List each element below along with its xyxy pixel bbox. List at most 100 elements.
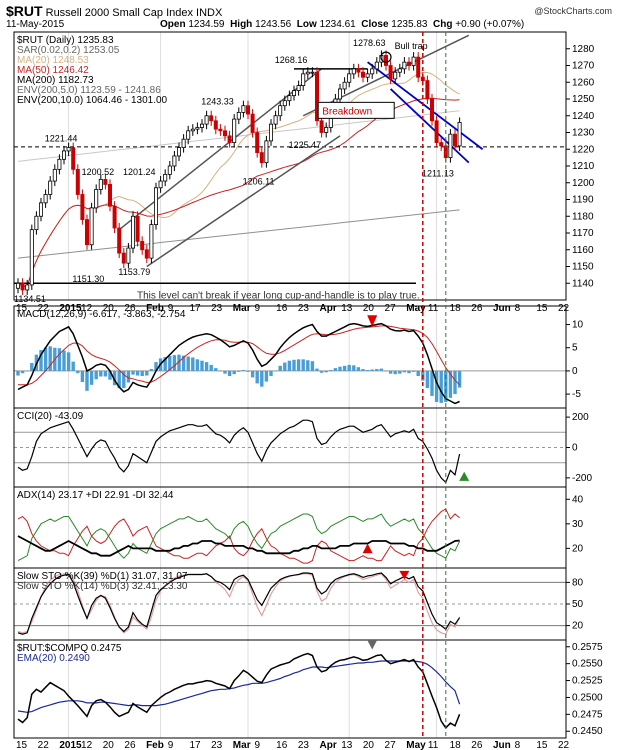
- macd-histogram-bar: [361, 369, 365, 371]
- ma50-line: [17, 97, 460, 288]
- candle-body: [319, 120, 324, 133]
- x-tick-label-bottom: 26: [471, 740, 483, 750]
- candle-body: [190, 128, 195, 132]
- price-label: 1268.16: [275, 55, 308, 65]
- macd-histogram-bar: [227, 370, 232, 377]
- macd-histogram-bar: [163, 357, 167, 371]
- candle-body: [264, 140, 269, 164]
- macd-histogram-bar: [195, 359, 200, 371]
- candle-body: [314, 71, 319, 122]
- candle-body: [213, 120, 218, 130]
- x-tick-label-top: 15: [16, 303, 28, 314]
- macd-legend-0: MACD(12,26,9) -6.617, -3.863, -2.754: [17, 309, 186, 320]
- adx-minus-di-line: [17, 508, 460, 564]
- bull-trap-label: Bull trap: [395, 41, 428, 51]
- x-tick-label-bottom: 23: [211, 740, 223, 750]
- sto-ytick-label: 20: [572, 621, 584, 632]
- macd-histogram-bar: [416, 370, 420, 377]
- cci-ytick-label: 200: [572, 412, 589, 423]
- candle-body: [296, 85, 301, 92]
- price-ytick-label: 1270: [572, 61, 595, 72]
- trend-upper-line: [367, 61, 484, 150]
- macd-histogram-bar: [306, 360, 310, 371]
- price-ytick-label: 1160: [572, 245, 594, 256]
- macd-histogram-bar: [292, 359, 296, 371]
- macd-histogram-bar: [384, 370, 388, 372]
- macd-histogram-bar: [453, 370, 457, 395]
- candle-body: [66, 147, 71, 152]
- candle-body: [259, 152, 264, 164]
- x-tick-label-top: 11: [428, 303, 439, 314]
- macd-histogram-bar: [356, 367, 361, 371]
- macd-histogram-bar: [310, 361, 315, 371]
- cci-up-arrow-icon: [459, 471, 470, 481]
- candle-body: [324, 127, 329, 133]
- candle-body: [94, 189, 99, 209]
- candle-body: [452, 133, 457, 147]
- x-tick-label-top: 13: [341, 303, 353, 314]
- candle-body: [204, 115, 209, 125]
- ratio-legend-0: $RUT:$COMPQ 0.2475: [17, 643, 122, 654]
- macd-histogram-bar: [135, 370, 140, 376]
- sto-fast-line: [17, 573, 461, 635]
- price-ytick-label: 1150: [572, 262, 594, 273]
- candle-body: [117, 227, 122, 254]
- candle-body: [25, 284, 30, 291]
- price-ytick-label: 1180: [572, 211, 594, 222]
- price-ytick-label: 1210: [572, 161, 595, 172]
- x-tick-label-bottom: Mar: [233, 740, 251, 750]
- breakdown-label: Breakdown: [322, 106, 372, 117]
- candle-body: [199, 123, 204, 128]
- price-ytick-label: 1200: [572, 178, 595, 189]
- macd-histogram-bar: [39, 350, 43, 371]
- macd-histogram-bar: [338, 366, 342, 371]
- macd-histogram-bar: [398, 370, 402, 374]
- price-label: 1278.63: [353, 38, 386, 48]
- macd-histogram-bar: [375, 369, 379, 371]
- close-label: Close: [361, 19, 389, 30]
- x-tick-label-bottom: 15: [16, 740, 28, 750]
- price-legend-3: MA(50) 1246.42: [17, 65, 89, 76]
- price-legend-0: $RUT (Daily) 1235.83: [17, 35, 114, 46]
- ratio-down-arrow-icon: [367, 640, 378, 650]
- price-legend-2: MA(20) 1248.53: [17, 55, 89, 66]
- channel-lower-line: [146, 135, 341, 268]
- candle-body: [121, 252, 126, 264]
- candle-body: [75, 168, 80, 195]
- macd-histogram-bar: [172, 355, 177, 371]
- low-value: 1234.61: [319, 19, 356, 30]
- x-tick-label-top: 8: [515, 303, 521, 314]
- x-tick-label-top: 17: [189, 303, 201, 314]
- macd-histogram-bar: [407, 370, 411, 374]
- chart-title: $RUT Russell 2000 Small Cap Index INDX: [6, 3, 222, 19]
- candle-body: [351, 68, 356, 75]
- cci-ytick-label: 0: [572, 443, 578, 454]
- low-label: Low: [296, 19, 317, 30]
- price-label: 1211.13: [422, 169, 454, 179]
- candle-body: [356, 68, 361, 73]
- candle-body: [15, 282, 20, 289]
- chart-date: 11-May-2015: [6, 19, 65, 30]
- x-tick-label-bottom: 18: [450, 740, 462, 750]
- adx-plus-di-line: [17, 513, 461, 562]
- macd-histogram-bar: [324, 370, 328, 373]
- x-tick-label-top: 12: [81, 303, 93, 314]
- ratio-ytick-label: 0.2450: [572, 726, 603, 737]
- macd-histogram-bar: [48, 346, 52, 371]
- candle-body: [195, 127, 200, 130]
- macd-histogram-bar: [425, 370, 430, 389]
- price-legend-4: MA(200) 1182.73: [17, 75, 94, 86]
- macd-histogram-bar: [260, 370, 264, 387]
- candle-body: [397, 68, 402, 73]
- sto-ytick-label: 80: [572, 577, 584, 588]
- x-tick-label-bottom: 17: [189, 740, 201, 750]
- price-label: 1243.33: [201, 97, 234, 107]
- macd-histogram-bar: [411, 370, 416, 372]
- candle-body: [365, 73, 370, 78]
- macd-histogram-bar: [66, 352, 71, 371]
- chg-label: Chg: [433, 19, 453, 30]
- x-tick-label-top: 26: [471, 303, 483, 314]
- candle-body: [291, 90, 296, 97]
- macd-histogram-bar: [168, 356, 172, 371]
- macd-histogram-bar: [112, 370, 117, 386]
